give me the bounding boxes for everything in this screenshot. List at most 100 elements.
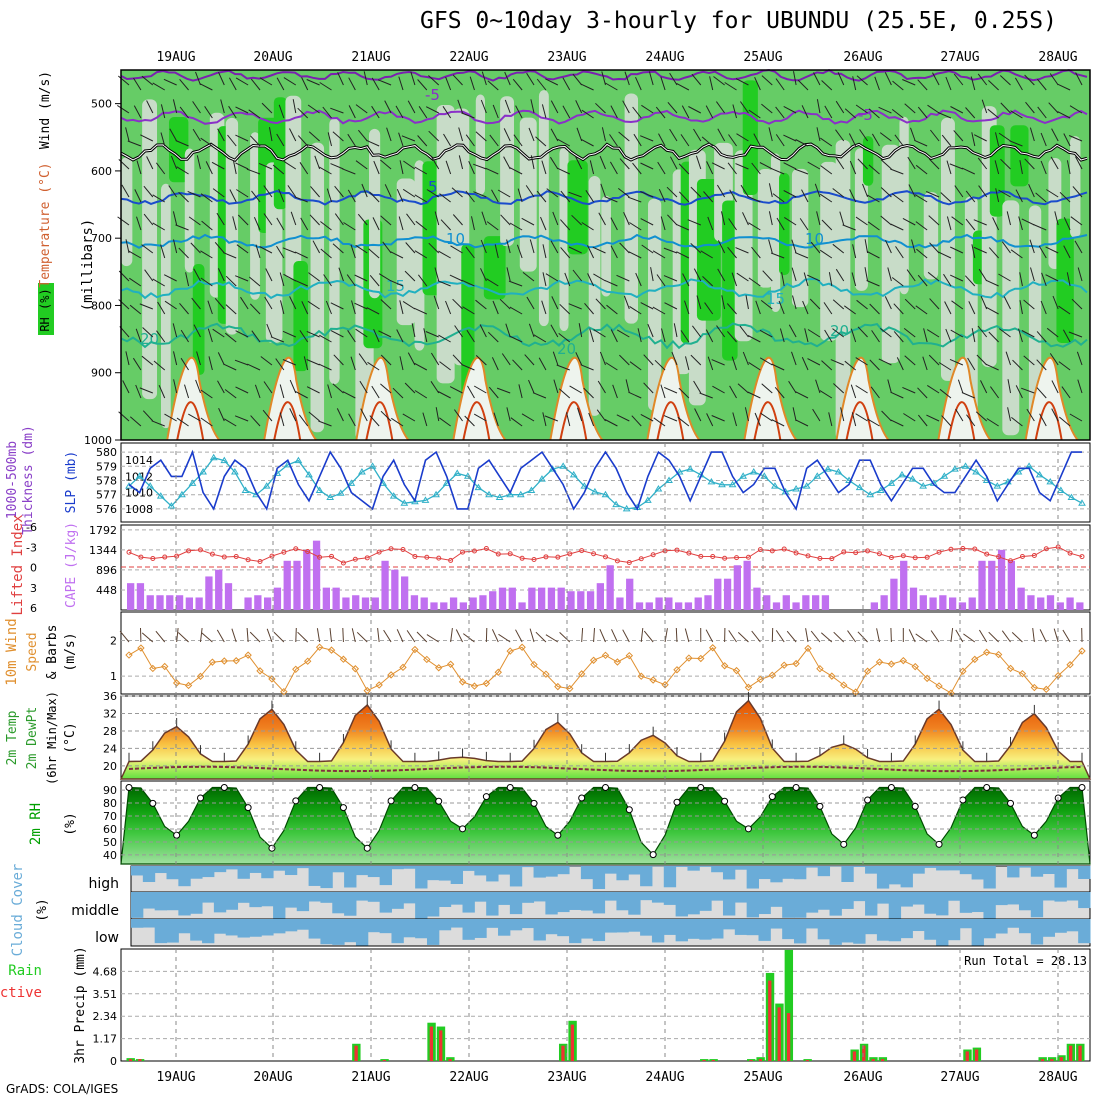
wind-barb bbox=[223, 418, 237, 427]
wind-barb bbox=[355, 244, 368, 254]
wind-barb bbox=[530, 99, 535, 114]
cloud-low-bar bbox=[699, 919, 712, 940]
wind-barb bbox=[946, 216, 952, 231]
wind-barb bbox=[824, 105, 833, 119]
wind10-point bbox=[256, 667, 264, 675]
cloud-high-bar bbox=[521, 866, 535, 868]
cape-bar bbox=[772, 602, 781, 610]
rh-legend-swatch bbox=[38, 283, 54, 335]
wind-barb bbox=[849, 189, 857, 203]
wind10-barb bbox=[498, 633, 511, 643]
wind10-barb bbox=[455, 629, 463, 643]
wind-barb bbox=[566, 412, 571, 427]
pressure-tick-label: 600 bbox=[91, 165, 112, 178]
wind-barb bbox=[430, 352, 440, 366]
wind-barb bbox=[794, 252, 809, 259]
wind-barb bbox=[224, 389, 237, 399]
cloud-low-bar bbox=[983, 919, 996, 939]
wind-barb bbox=[452, 74, 463, 86]
cloud-middle-bar bbox=[296, 892, 310, 912]
wind-barb bbox=[1037, 78, 1047, 91]
wind-barb bbox=[143, 213, 154, 226]
cloud-high-bar bbox=[178, 866, 191, 887]
wind-barb bbox=[342, 168, 356, 175]
wind10-barb bbox=[988, 631, 999, 643]
rh2m-point bbox=[792, 783, 800, 791]
warm-plume-contour bbox=[452, 356, 507, 441]
thickness-tick-label: 577 bbox=[96, 489, 117, 502]
wind-barb bbox=[200, 250, 213, 259]
wind-barb bbox=[158, 384, 166, 399]
wind-barb bbox=[402, 413, 416, 422]
contour-label: 15 bbox=[766, 290, 785, 308]
wind-barb bbox=[431, 156, 440, 170]
wind-barb bbox=[949, 358, 964, 366]
wind-barb bbox=[970, 76, 976, 91]
wind-barb bbox=[938, 362, 952, 371]
wind-barb bbox=[403, 160, 416, 170]
wind-barb bbox=[1039, 413, 1047, 427]
wind-barb bbox=[228, 105, 237, 119]
wind-barb bbox=[701, 136, 714, 147]
temp2m-axis-label-4: (°C) bbox=[63, 722, 78, 753]
thickness-point bbox=[951, 465, 959, 472]
wind-barb bbox=[1007, 379, 1012, 394]
cloud-middle-bar bbox=[498, 892, 511, 905]
wind-barb bbox=[247, 363, 261, 371]
cloud-high-bar bbox=[308, 866, 321, 886]
precip-convective-bar bbox=[974, 1049, 979, 1061]
wind10-barb bbox=[406, 630, 416, 643]
wind-barb bbox=[544, 415, 559, 422]
cape-bar bbox=[694, 597, 702, 610]
wind-barb bbox=[132, 357, 142, 371]
cape-bar bbox=[146, 595, 154, 610]
wind-barb bbox=[658, 188, 666, 203]
wind-barb bbox=[994, 160, 1000, 175]
cape-bar bbox=[763, 595, 771, 610]
wind-barb bbox=[452, 214, 463, 226]
wind-barb bbox=[1029, 239, 1035, 254]
wind-barb bbox=[173, 379, 178, 394]
wind-barb bbox=[265, 268, 273, 282]
wind-barb bbox=[585, 190, 595, 203]
wind10-barb bbox=[640, 628, 644, 643]
precip-tick-label: 0 bbox=[110, 1055, 117, 1068]
wind-barb bbox=[402, 188, 416, 198]
wind10-barb bbox=[416, 631, 428, 643]
cloud-middle-bar bbox=[640, 892, 653, 901]
wind-barb bbox=[581, 109, 594, 119]
cape-bar bbox=[498, 587, 507, 610]
wind-barb bbox=[930, 129, 940, 142]
thickness-point bbox=[728, 480, 737, 488]
wind-barb bbox=[129, 416, 142, 427]
wind-barb bbox=[768, 239, 773, 254]
wind-barb bbox=[568, 303, 582, 310]
wind-barb bbox=[771, 419, 785, 427]
thickness-point bbox=[315, 486, 324, 493]
wind-barb bbox=[497, 189, 511, 198]
thickness-point bbox=[591, 487, 599, 495]
wind-barb bbox=[864, 239, 869, 254]
wind-barb bbox=[880, 215, 892, 226]
wind-barb bbox=[578, 323, 583, 338]
wind-barb bbox=[192, 128, 201, 142]
wind-barb bbox=[402, 300, 416, 310]
cloud-axis-label: Cloud Cover bbox=[10, 864, 26, 957]
cape-bar bbox=[303, 549, 311, 610]
li-point bbox=[650, 552, 656, 558]
wind-barb bbox=[275, 358, 285, 371]
wind-barb bbox=[1045, 274, 1059, 282]
rh-dry-patch bbox=[624, 93, 639, 324]
wind-barb bbox=[516, 244, 523, 259]
wind-barb bbox=[747, 195, 761, 203]
wind-barb bbox=[696, 295, 702, 310]
wind-barb bbox=[180, 329, 189, 343]
wind-barb bbox=[404, 270, 416, 282]
wind-barb bbox=[792, 407, 797, 422]
wind-barb bbox=[417, 135, 428, 147]
wind-barb bbox=[680, 330, 690, 343]
wind-barb bbox=[373, 329, 380, 343]
cloud-low-bar bbox=[971, 919, 984, 946]
wind-barb bbox=[536, 78, 547, 91]
hot-contour bbox=[845, 401, 874, 441]
